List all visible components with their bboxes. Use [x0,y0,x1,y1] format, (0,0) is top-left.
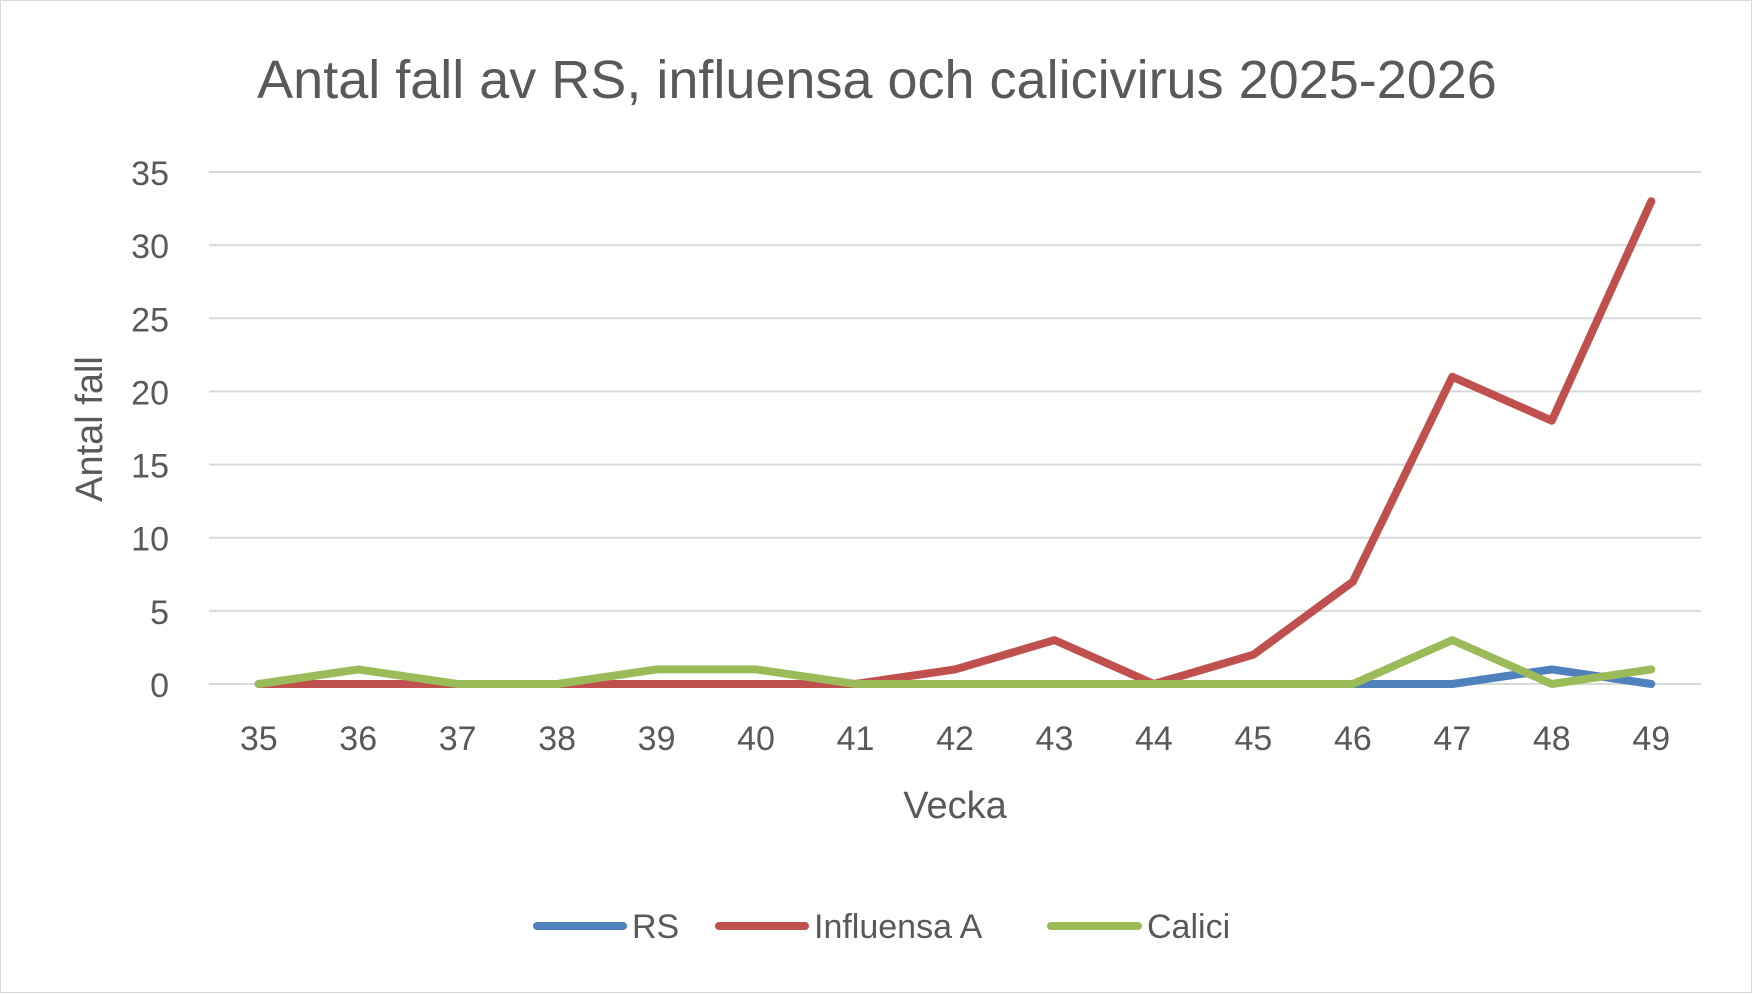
x-tick-label: 40 [737,720,775,758]
y-axis-label: Antal fall [69,356,111,502]
x-axis-label: Vecka [903,785,1007,827]
x-tick-label: 46 [1334,720,1372,758]
gridlines [209,171,1701,685]
y-tick-label: 10 [131,521,169,559]
series-lines [254,197,1656,688]
x-tick-label: 39 [638,720,676,758]
x-tick-label: 44 [1135,720,1173,758]
x-tick-label: 48 [1533,720,1571,758]
legend-label: Calici [1147,908,1230,946]
series-line-calici [254,636,1656,688]
x-tick-label: 42 [936,720,974,758]
y-tick-label: 15 [131,448,169,486]
x-tick-label: 45 [1234,720,1272,758]
x-tick-label: 36 [339,720,377,758]
x-tick-label: 49 [1632,720,1670,758]
x-tick-label: 43 [1036,720,1074,758]
y-tick-label: 35 [131,155,169,193]
legend: RS Influensa A Calici [533,908,1230,946]
y-axis-ticks: 0 5 10 15 20 25 30 35 [131,155,169,705]
chart-title: Antal fall av RS, influensa och calicivi… [257,50,1497,110]
y-tick-label: 0 [150,667,169,705]
legend-label: Influensa A [814,908,983,946]
x-tick-label: 37 [439,720,477,758]
y-tick-label: 5 [150,594,169,632]
y-tick-label: 30 [131,228,169,266]
x-tick-label: 38 [538,720,576,758]
y-tick-label: 20 [131,374,169,412]
y-tick-label: 25 [131,301,169,339]
x-tick-label: 35 [240,720,278,758]
x-tick-label: 41 [837,720,875,758]
x-tick-label: 47 [1433,720,1471,758]
x-axis-ticks: 35 36 37 38 39 40 41 42 43 44 45 46 47 48 49 [240,720,1670,758]
legend-label: RS [632,908,679,946]
